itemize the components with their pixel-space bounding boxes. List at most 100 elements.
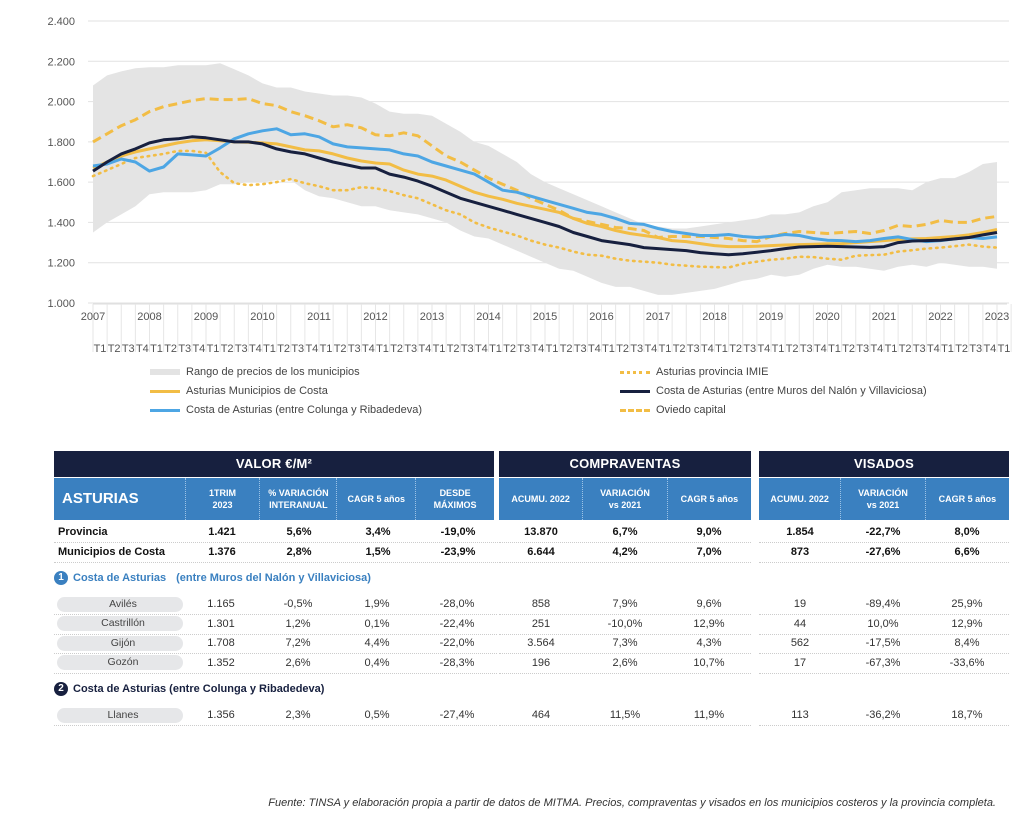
x-year-label: 2021: [872, 311, 896, 323]
visados-sub-header: ACUMU. 2022 VARIACIÓN vs 2021 CAGR 5 años: [759, 477, 1009, 520]
table-cell: 0,5%: [364, 709, 390, 721]
row-name: Municipios de Costa: [58, 546, 165, 558]
visados-table: VISADOS ACUMU. 2022 VARIACIÓN vs 2021 CAG…: [759, 451, 1009, 520]
legend-item-oviedo: Oviedo capital: [620, 404, 726, 416]
x-year-label: 2023: [985, 311, 1009, 323]
table-cell: 9,6%: [696, 598, 722, 610]
table-cell: 251: [531, 617, 551, 630]
x-quarter-label: T4: [814, 343, 827, 355]
x-quarter-label: T1: [659, 343, 672, 355]
x-quarter-label: T4: [644, 343, 657, 355]
x-quarter-label: T4: [531, 343, 544, 355]
section1-title: 1 Costa de Asturias (entre Muros del Nal…: [54, 571, 371, 585]
variacion2-header: VARIACIÓN vs 2021: [840, 478, 924, 520]
table-cell: 7,9%: [612, 598, 638, 610]
table-cell: 7,3%: [612, 637, 638, 649]
table-cell: -17,5%: [865, 637, 901, 649]
legend-label: Asturias Municipios de Costa: [186, 385, 328, 397]
table-row: Avilés 1.165 -0,5% 1,9% -28,0%: [54, 594, 497, 615]
table-cell: -23,9%: [440, 546, 476, 558]
x-quarter-label: T2: [786, 343, 799, 355]
x-year-label: 2019: [759, 311, 783, 323]
table-cell: 19: [793, 598, 807, 610]
table-cell: 3.564: [527, 637, 555, 649]
series-line: [92, 97, 998, 244]
legend-label: Costa de Asturias (entre Muros del Nalón…: [656, 385, 927, 397]
table-cell: -27,6%: [865, 546, 901, 558]
source-footnote: Fuente: TINSA y elaboración propia a par…: [268, 797, 996, 809]
row-name: Gijón: [57, 635, 183, 651]
table-cell: 1,9%: [364, 598, 390, 610]
x-quarter-label: T4: [870, 343, 883, 355]
table-cell: 10,0%: [867, 617, 899, 630]
section1-subtitle: (entre Muros del Nalón y Villaviciosa): [176, 572, 371, 584]
x-quarter-label: T1: [207, 343, 220, 355]
x-quarter-label: T4: [362, 343, 375, 355]
table-cell: 4,2%: [612, 546, 638, 558]
table-cell: 113: [791, 709, 809, 721]
legend-item-costa: Asturias Municipios de Costa: [150, 385, 328, 397]
x-quarter-label: T1: [828, 343, 841, 355]
trim-header: 1TRIM 2023: [184, 478, 260, 520]
series-line: [92, 127, 998, 244]
table-cell: -22,7%: [865, 526, 901, 538]
table-cell: 6,6%: [954, 546, 980, 558]
x-year-label: 2020: [815, 311, 839, 323]
x-year-label: 2009: [194, 311, 218, 323]
table-cell: 0,1%: [364, 617, 390, 630]
x-year-label: 2016: [589, 311, 613, 323]
x-quarter-label: T2: [616, 343, 629, 355]
x-quarter-label: T1: [941, 343, 954, 355]
row-name: Gozón: [57, 655, 183, 670]
legend-label: Oviedo capital: [656, 404, 726, 416]
table-cell: 0,4%: [364, 656, 390, 669]
x-quarter-label: T1: [602, 343, 615, 355]
x-quarter-label: T4: [136, 343, 149, 355]
table-cell: 25,9%: [951, 598, 983, 610]
x-quarter-label: T2: [390, 343, 403, 355]
legend-item-colunga: Costa de Asturias (entre Colunga y Ribad…: [150, 404, 422, 416]
table-row: 562 -17,5% 8,4%: [759, 633, 1009, 654]
visados-group-header: VISADOS: [759, 451, 1009, 477]
x-year-label: 2007: [81, 311, 105, 323]
table-cell: -33,6%: [949, 656, 985, 669]
table-cell: 6.644: [527, 546, 555, 558]
variacion-header: VARIACIÓN vs 2021: [582, 478, 666, 520]
price-line-chart: 1.000 1.200 1.400 1.600 1.800 2.000 2.200 2.400…: [47, 16, 1012, 355]
legend-swatch-imie: [620, 370, 650, 374]
x-quarter-label: T4: [983, 343, 996, 355]
x-quarter-label: T1: [715, 343, 728, 355]
table-row: 873 -27,6% 6,6%: [759, 542, 1009, 563]
table-cell: 3,4%: [365, 526, 391, 538]
table-row: 464 11,5% 11,9%: [499, 705, 751, 726]
cagr2-header: CAGR 5 años: [666, 478, 751, 520]
table-cell: 1.376: [208, 546, 236, 558]
legend-swatch-colunga: [150, 408, 180, 412]
x-quarter-label: T1: [376, 343, 389, 355]
table-row: 858 7,9% 9,6%: [499, 594, 751, 615]
cagr3-header: CAGR 5 años: [924, 478, 1009, 520]
x-quarter-label: T1: [433, 343, 446, 355]
table-cell: -22,4%: [439, 617, 475, 630]
table-cell: 4,4%: [364, 637, 390, 649]
table-cell: -0,5%: [283, 598, 313, 610]
x-quarter-label: T4: [249, 343, 262, 355]
x-quarter-label: T3: [800, 343, 813, 355]
table-row: 3.564 7,3% 4,3%: [499, 633, 751, 654]
y-tick-label: 2.400: [47, 16, 75, 28]
acumu-header: ACUMU. 2022: [511, 494, 570, 504]
x-quarter-label: T3: [856, 343, 869, 355]
table-row: Llanes 1.356 2,3% 0,5% -27,4%: [54, 705, 497, 726]
x-quarter-label: T2: [334, 343, 347, 355]
table-cell: 9,0%: [696, 526, 722, 538]
table-row: 13.870 6,7% 9,0%: [499, 522, 751, 543]
x-quarter-label: T2: [277, 343, 290, 355]
table-cell: 2,6%: [285, 656, 311, 669]
table-cell: 13.870: [524, 526, 558, 538]
table-cell: 1.352: [207, 656, 235, 669]
legend-swatch-oviedo: [620, 408, 650, 412]
table-cell: 18,7%: [951, 709, 983, 721]
x-quarter-label: T3: [291, 343, 304, 355]
x-year-label: 2015: [533, 311, 557, 323]
y-tick-label: 1.800: [47, 137, 75, 149]
